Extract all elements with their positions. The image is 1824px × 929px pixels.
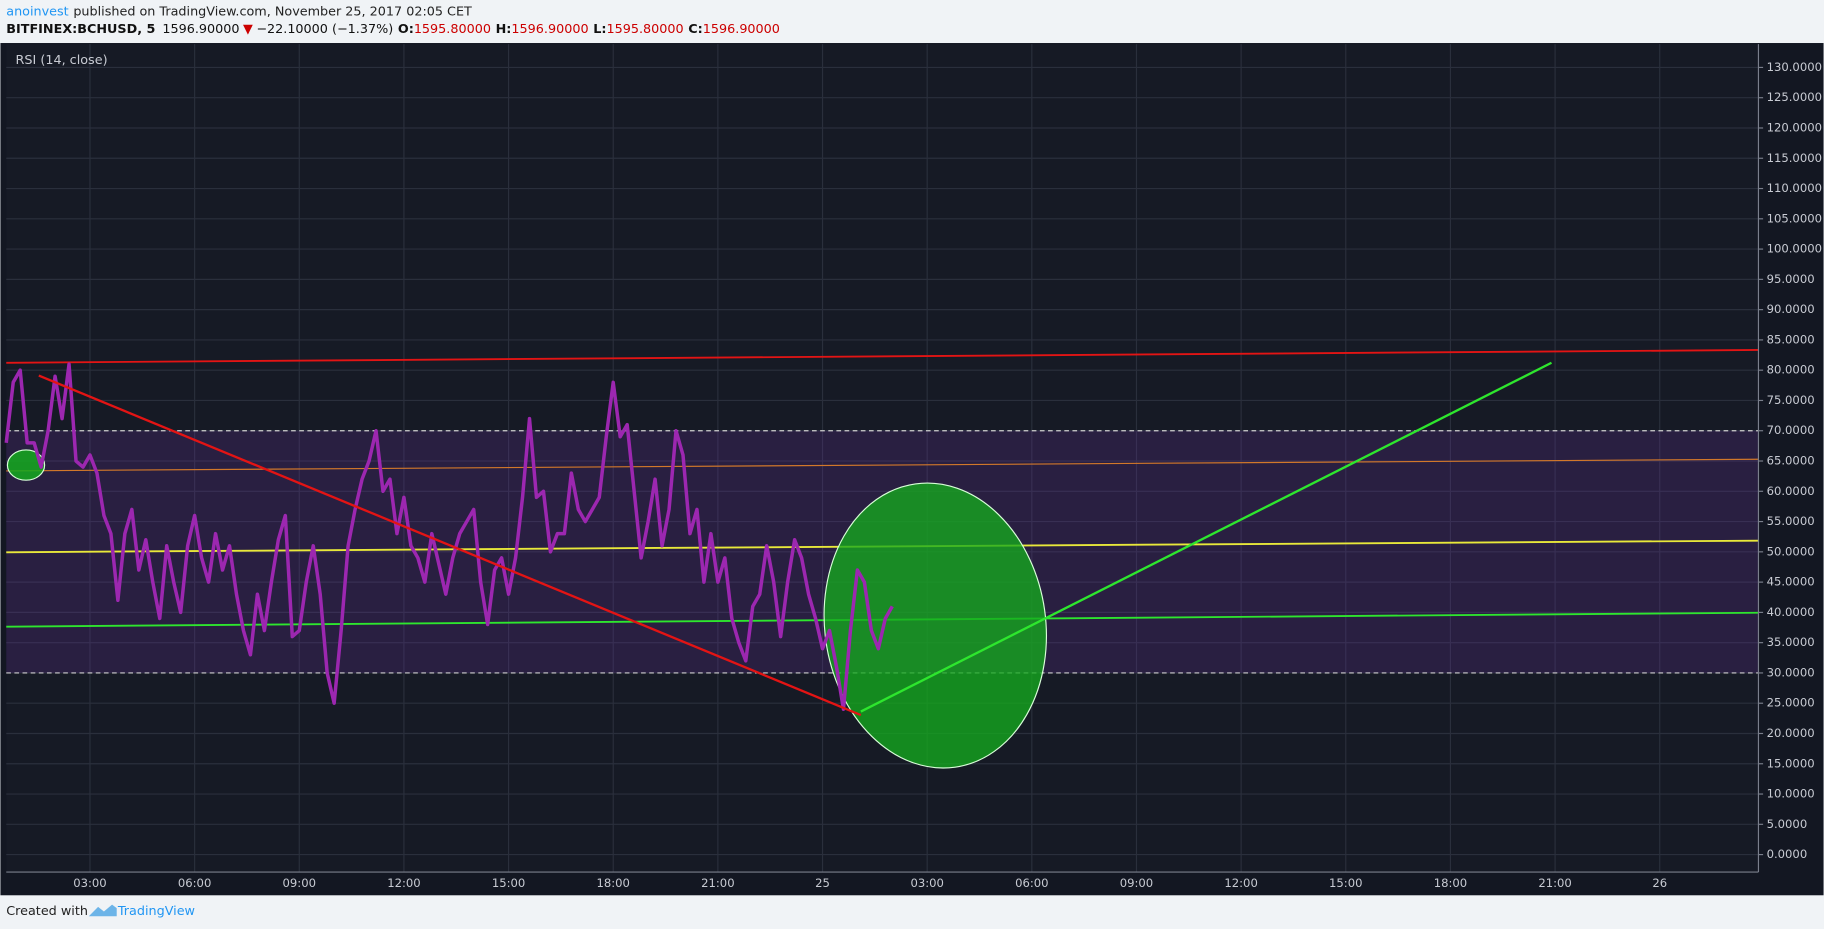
trend-drawings <box>38 361 1553 717</box>
y-tick-label: 30.0000 <box>1767 665 1815 679</box>
author[interactable]: anoinvest <box>6 4 68 19</box>
y-tick-label: 95.0000 <box>1767 272 1815 286</box>
x-tick-label: 12:00 <box>387 876 420 890</box>
y-tick-label: 45.0000 <box>1767 575 1815 589</box>
small-ellipse <box>6 449 46 481</box>
y-tick-label: 75.0000 <box>1767 393 1815 407</box>
y-tick-label: 90.0000 <box>1767 302 1815 316</box>
low-label: L: <box>593 22 606 37</box>
x-tick-label: 18:00 <box>596 876 629 890</box>
change: −22.10000 (−1.37%) <box>256 22 393 37</box>
open: 1595.80000 <box>414 22 491 37</box>
y-tick-label: 20.0000 <box>1767 726 1815 740</box>
high-label: H: <box>496 22 512 37</box>
brand-logo <box>88 904 117 917</box>
y-tick-label: 5.0000 <box>1767 817 1808 831</box>
x-tick-label: 03:00 <box>910 876 943 890</box>
footer-brand[interactable]: TradingView <box>117 904 195 919</box>
y-tick-label: 130.0000 <box>1767 60 1822 74</box>
rsi-line <box>4 362 894 712</box>
close-label: C: <box>688 22 702 37</box>
x-tick-label: 03:00 <box>73 876 106 890</box>
y-tick-label: 120.0000 <box>1767 120 1822 134</box>
symbol: BITFINEX:BCHUSD, 5 <box>6 22 155 37</box>
open-label: O: <box>398 22 414 37</box>
y-tick-label: 60.0000 <box>1767 484 1815 498</box>
y-tick-label: 50.0000 <box>1767 544 1815 558</box>
high: 1596.90000 <box>511 22 588 37</box>
header-line-1: anoinvest published on TradingView.com, N… <box>6 4 472 19</box>
header-line-2: BITFINEX:BCHUSD, 5 1596.90000 ▼ −22.10000 (… <box>6 22 780 37</box>
x-tick-label: 15:00 <box>1329 876 1362 890</box>
y-tick-label: 85.0000 <box>1767 332 1815 346</box>
down-trendline <box>38 374 862 717</box>
y-tick-label: 15.0000 <box>1767 756 1815 770</box>
series-layer <box>4 362 894 712</box>
orange-line <box>6 458 1759 472</box>
y-tick-label: 70.0000 <box>1767 423 1815 437</box>
x-tick-label: 21:00 <box>1538 876 1571 890</box>
last: 1596.90000 <box>162 22 239 37</box>
y-tick-label: 65.0000 <box>1767 454 1815 468</box>
resistance-line <box>6 349 1759 364</box>
y-tick-label: 55.0000 <box>1767 514 1815 528</box>
x-tick-label: 06:00 <box>178 876 211 890</box>
published: published on TradingView.com, November 2… <box>73 4 472 19</box>
x-tick-label: 09:00 <box>1120 876 1153 890</box>
y-tick-label: 115.0000 <box>1767 151 1822 165</box>
x-tick-label: 26 <box>1652 876 1667 890</box>
low: 1595.80000 <box>606 22 683 37</box>
drawings <box>6 349 1759 769</box>
y-tick-label: 40.0000 <box>1767 605 1815 619</box>
y-tick-label: 125.0000 <box>1767 90 1822 104</box>
y-tick-label: 80.0000 <box>1767 363 1815 377</box>
y-tick-label: 100.0000 <box>1767 242 1822 256</box>
x-tick-label: 25 <box>815 876 830 890</box>
arrow: ▼ <box>243 22 253 37</box>
x-tick-label: 21:00 <box>701 876 734 890</box>
up-trendline <box>860 361 1553 713</box>
x-tick-label: 12:00 <box>1224 876 1257 890</box>
close: 1596.90000 <box>703 22 780 37</box>
x-tick-label: 15:00 <box>492 876 525 890</box>
y-tick-label: 0.0000 <box>1767 847 1808 861</box>
y-tick-label: 105.0000 <box>1767 211 1822 225</box>
y-tick-label: 110.0000 <box>1767 181 1822 195</box>
y-tick-label: 25.0000 <box>1767 696 1815 710</box>
x-tick-label: 18:00 <box>1434 876 1467 890</box>
x-tick-label: 06:00 <box>1015 876 1048 890</box>
y-tick-label: 35.0000 <box>1767 635 1815 649</box>
indicator-label: RSI (14, close) <box>16 53 108 68</box>
x-tick-label: 09:00 <box>283 876 316 890</box>
footer-created: Created with <box>6 904 88 919</box>
y-tick-label: 10.0000 <box>1767 787 1815 801</box>
